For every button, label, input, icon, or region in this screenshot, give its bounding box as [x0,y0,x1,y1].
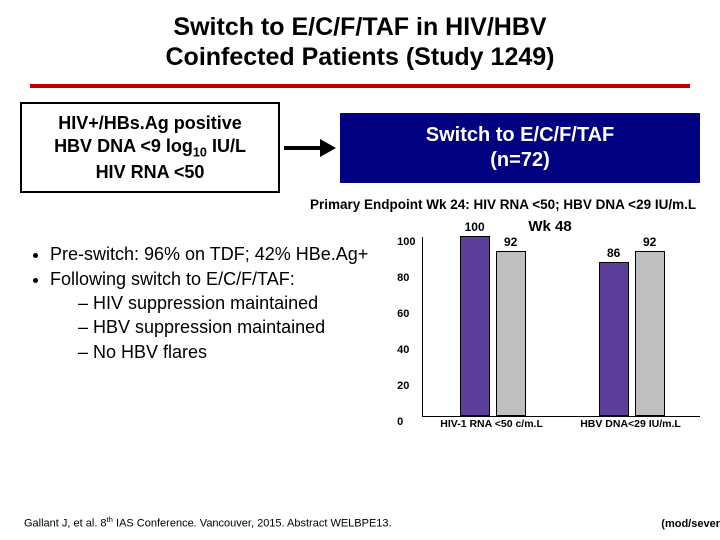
bar-value-label: 92 [643,235,656,249]
y-tick: 100 [397,236,415,248]
primary-endpoint: Primary Endpoint Wk 24: HIV RNA <50; HBV… [0,193,720,212]
arrow-icon [280,139,340,157]
criteria-line-2: HBV DNA <9 log10 IU/L [36,135,264,161]
switch-line-1: Switch to E/C/F/TAF [348,123,692,148]
switch-line-2: (n=72) [348,148,692,173]
bullet-list: Pre-switch: 96% on TDF; 42% HBe.Ag+ Foll… [28,218,386,431]
switch-box: Switch to E/C/F/TAF (n=72) [340,113,700,183]
sub-bullet-1: HIV suppression maintained [78,291,386,315]
bar-value-label: 100 [465,220,485,234]
bar [496,251,526,417]
y-tick: 40 [397,344,409,356]
sub-bullet-2: HBV suppression maintained [78,315,386,339]
criteria-line-3: HIV RNA <50 [36,161,264,184]
title-line-1: Switch to E/C/F/TAF in HIV/HBV [173,13,546,41]
flow-diagram: HIV+/HBs.Ag positive HBV DNA <9 log10 IU… [0,102,720,193]
bar [460,236,490,416]
bar-value-label: 86 [607,246,620,260]
y-tick: 80 [397,272,409,284]
chart-area: Wk 48 0 20 40 60 80 100 100 92 86 92 HIV-1 RNA <5… [394,218,706,431]
x-axis-labels: HIV-1 RNA <50 c/m.L HBV DNA<29 IU/m.L [422,417,700,431]
bar [599,262,629,417]
y-tick: 0 [397,416,403,428]
bullet-1: Pre-switch: 96% on TDF; 42% HBe.Ag+ [50,242,386,266]
y-tick: 60 [397,308,409,320]
y-tick: 20 [397,380,409,392]
bar-value-label: 92 [504,235,517,249]
bar [635,251,665,417]
sub-bullet-3: No HBV flares [78,340,386,364]
title-line-2: Coinfected Patients (Study 1249) [166,43,555,71]
title-underline [30,84,690,88]
slide-title: Switch to E/C/F/TAF in HIV/HBV Coinfecte… [0,0,720,78]
bullet-2: Following switch to E/C/F/TAF: HIV suppr… [50,267,386,364]
criteria-line-1: HIV+/HBs.Ag positive [36,112,264,135]
x-label-0: HIV-1 RNA <50 c/m.L [422,417,561,431]
bar-chart: 020406080100100928692 [422,237,700,417]
chart-title: Wk 48 [394,218,706,235]
criteria-box: HIV+/HBs.Ag positive HBV DNA <9 log10 IU… [20,102,280,193]
corner-fragment: (mod/sever [661,518,720,530]
x-label-1: HBV DNA<29 IU/m.L [561,417,700,431]
citation: Gallant J, et al. 8th IAS Conference. Va… [24,515,392,530]
